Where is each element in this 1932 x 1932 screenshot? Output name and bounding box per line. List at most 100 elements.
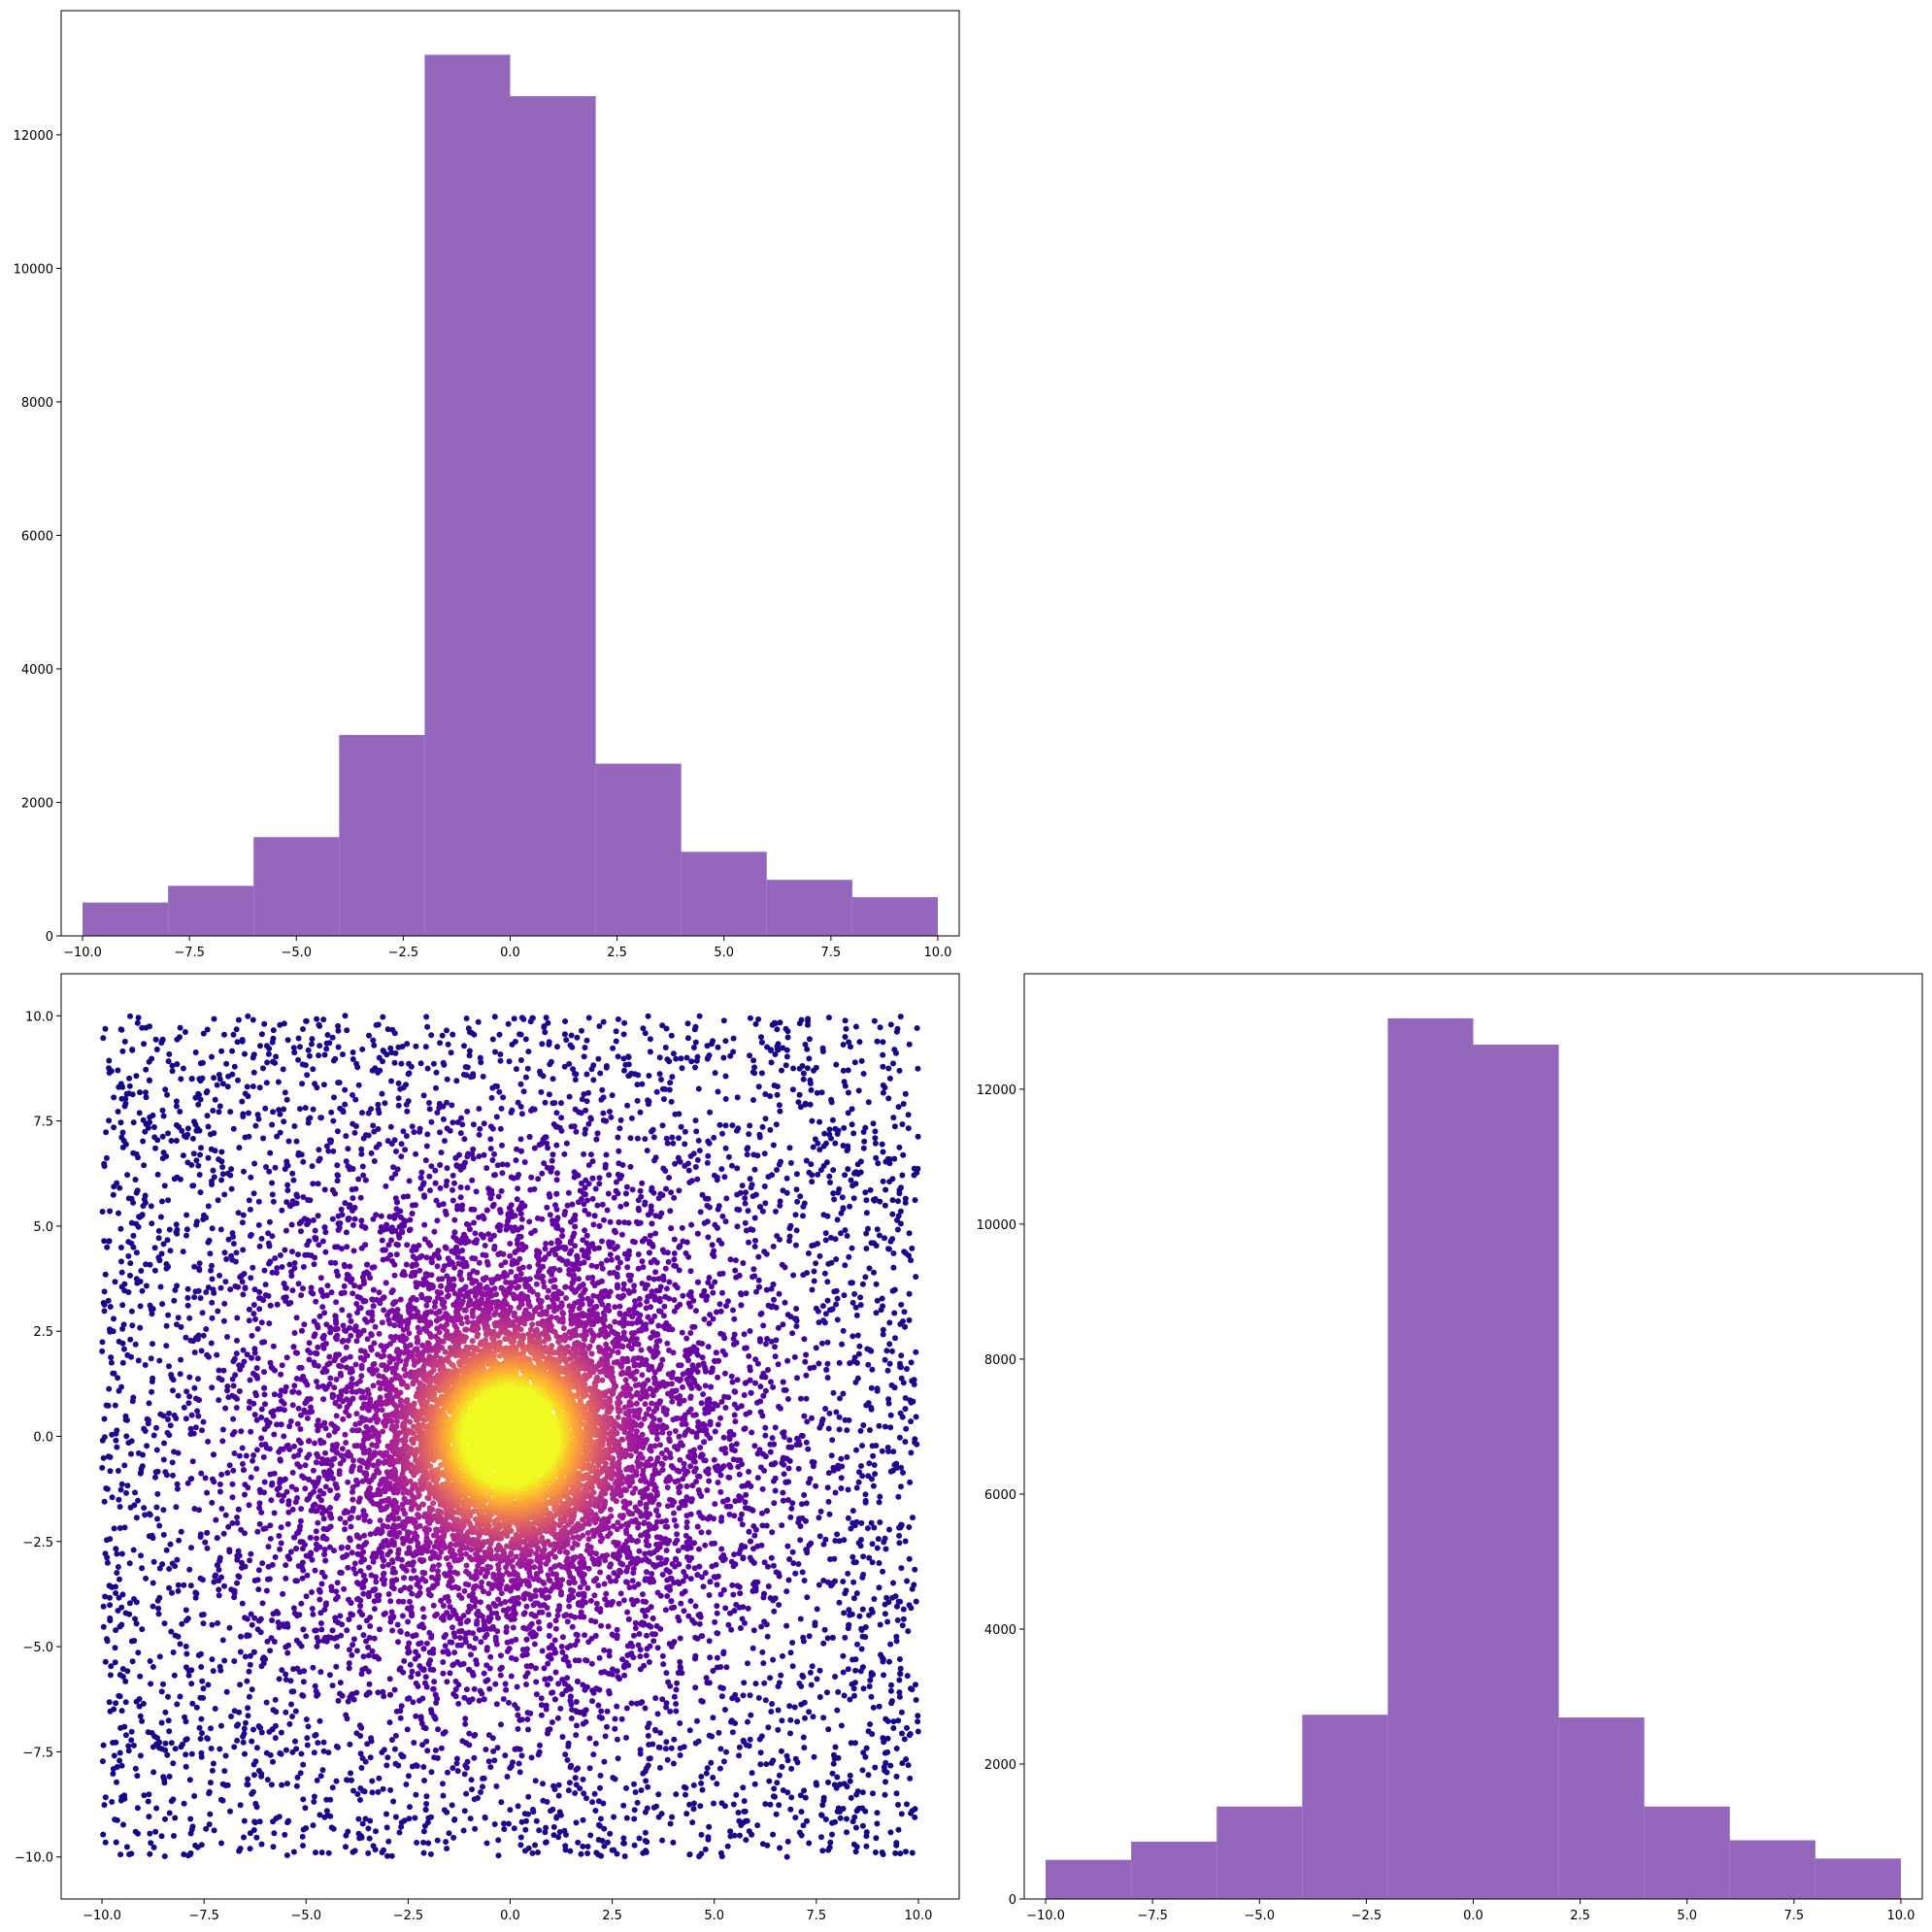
scatter-point <box>740 1737 747 1744</box>
scatter-point <box>506 1699 512 1706</box>
scatter-point <box>299 1833 306 1840</box>
scatter-point <box>249 1354 255 1361</box>
scatter-point <box>239 1219 246 1226</box>
scatter-point <box>893 1840 900 1847</box>
scatter-point <box>263 1080 270 1086</box>
scatter-point <box>807 1669 814 1676</box>
scatter-point <box>236 1452 243 1459</box>
scatter-point <box>666 1058 673 1065</box>
scatter-point <box>784 1312 791 1318</box>
scatter-point <box>758 1733 765 1740</box>
scatter-point <box>614 1736 620 1743</box>
scatter-point <box>755 1694 762 1701</box>
scatter-point <box>840 1143 847 1149</box>
scatter-point <box>568 1762 575 1769</box>
scatter-point <box>377 1626 383 1633</box>
scatter-point <box>731 1401 738 1408</box>
scatter-point <box>130 1394 137 1401</box>
scatter-point <box>240 1247 247 1253</box>
scatter-point <box>255 1198 262 1205</box>
scatter-point <box>623 1784 629 1791</box>
scatter-point <box>403 1133 410 1140</box>
scatter-point <box>784 1357 791 1364</box>
scatter-point <box>461 1136 468 1143</box>
scatter-point <box>601 1758 608 1765</box>
scatter-point <box>847 1778 853 1784</box>
scatter-point <box>801 1787 808 1794</box>
scatter-point <box>250 1190 257 1197</box>
scatter-point <box>762 1801 769 1808</box>
scatter-point <box>284 1037 291 1044</box>
scatter-point <box>873 1310 880 1316</box>
scatter-point <box>438 1745 445 1751</box>
scatter-point <box>882 1601 888 1608</box>
scatter-point <box>357 1750 364 1757</box>
scatter-point <box>880 1051 886 1058</box>
scatter-point <box>447 1127 453 1134</box>
scatter-point <box>832 1674 839 1680</box>
scatter-point <box>475 1018 482 1025</box>
scatter-point <box>114 1180 120 1186</box>
scatter-point <box>724 1843 731 1849</box>
scatter-point <box>895 1802 901 1808</box>
scatter-point <box>832 1744 839 1750</box>
scatter-point <box>353 1648 360 1654</box>
scatter-point <box>107 1468 114 1475</box>
scatter-point <box>383 1811 389 1817</box>
scatter-point <box>694 1230 701 1237</box>
scatter-point <box>365 1110 372 1116</box>
scatter-point <box>909 1585 916 1592</box>
scatter-point <box>130 1547 137 1553</box>
scatter-point <box>246 1405 252 1412</box>
scatter-point <box>417 1175 424 1181</box>
scatter-point <box>199 1730 205 1737</box>
scatter-point <box>302 1062 309 1069</box>
scatter-point <box>497 1057 504 1064</box>
scatter-point <box>828 1099 835 1106</box>
scatter-point <box>221 1191 228 1198</box>
scatter-point <box>792 1815 799 1821</box>
scatter-point <box>808 1086 815 1093</box>
scatter-point <box>230 1125 237 1132</box>
scatter-point <box>113 1700 119 1707</box>
scatter-point <box>839 1341 846 1348</box>
scatter-point <box>154 1735 160 1742</box>
scatter-point <box>905 1762 912 1769</box>
scatter-point <box>668 1189 675 1196</box>
scatter-point <box>823 1366 830 1373</box>
scatter-point <box>740 1554 747 1561</box>
scatter-point <box>300 1761 307 1768</box>
scatter-point <box>695 1279 701 1285</box>
scatter-point <box>375 1788 382 1795</box>
scatter-point <box>765 1583 772 1589</box>
scatter-point <box>848 1280 854 1286</box>
scatter-point <box>742 1195 749 1201</box>
scatter-point <box>291 1443 297 1449</box>
scatter-point <box>853 1484 860 1491</box>
scatter-point <box>387 1123 394 1130</box>
scatter-point <box>364 1261 371 1268</box>
scatter-point <box>900 1469 906 1476</box>
scatter-point <box>117 1757 123 1764</box>
scatter-point <box>895 1104 902 1111</box>
scatter-point <box>437 1040 444 1047</box>
scatter-point <box>478 1789 483 1795</box>
scatter-point <box>272 1735 279 1742</box>
scatter-point <box>564 1756 571 1763</box>
scatter-point <box>223 1688 230 1695</box>
scatter-point <box>183 1212 190 1218</box>
scatter-point <box>705 1280 712 1285</box>
scatter-point <box>546 1091 552 1098</box>
scatter-point <box>235 1721 242 1728</box>
scatter-point <box>269 1180 276 1186</box>
scatter-point <box>398 1141 405 1148</box>
scatter-point <box>671 1194 678 1201</box>
scatter-point <box>281 1400 287 1407</box>
scatter-point <box>738 1291 745 1298</box>
scatter-point <box>316 1157 322 1164</box>
scatter-point <box>679 1590 685 1597</box>
scatter-point <box>263 1699 270 1706</box>
scatter-point <box>491 1172 497 1179</box>
scatter-point <box>104 1554 111 1561</box>
scatter-point <box>428 1707 434 1714</box>
